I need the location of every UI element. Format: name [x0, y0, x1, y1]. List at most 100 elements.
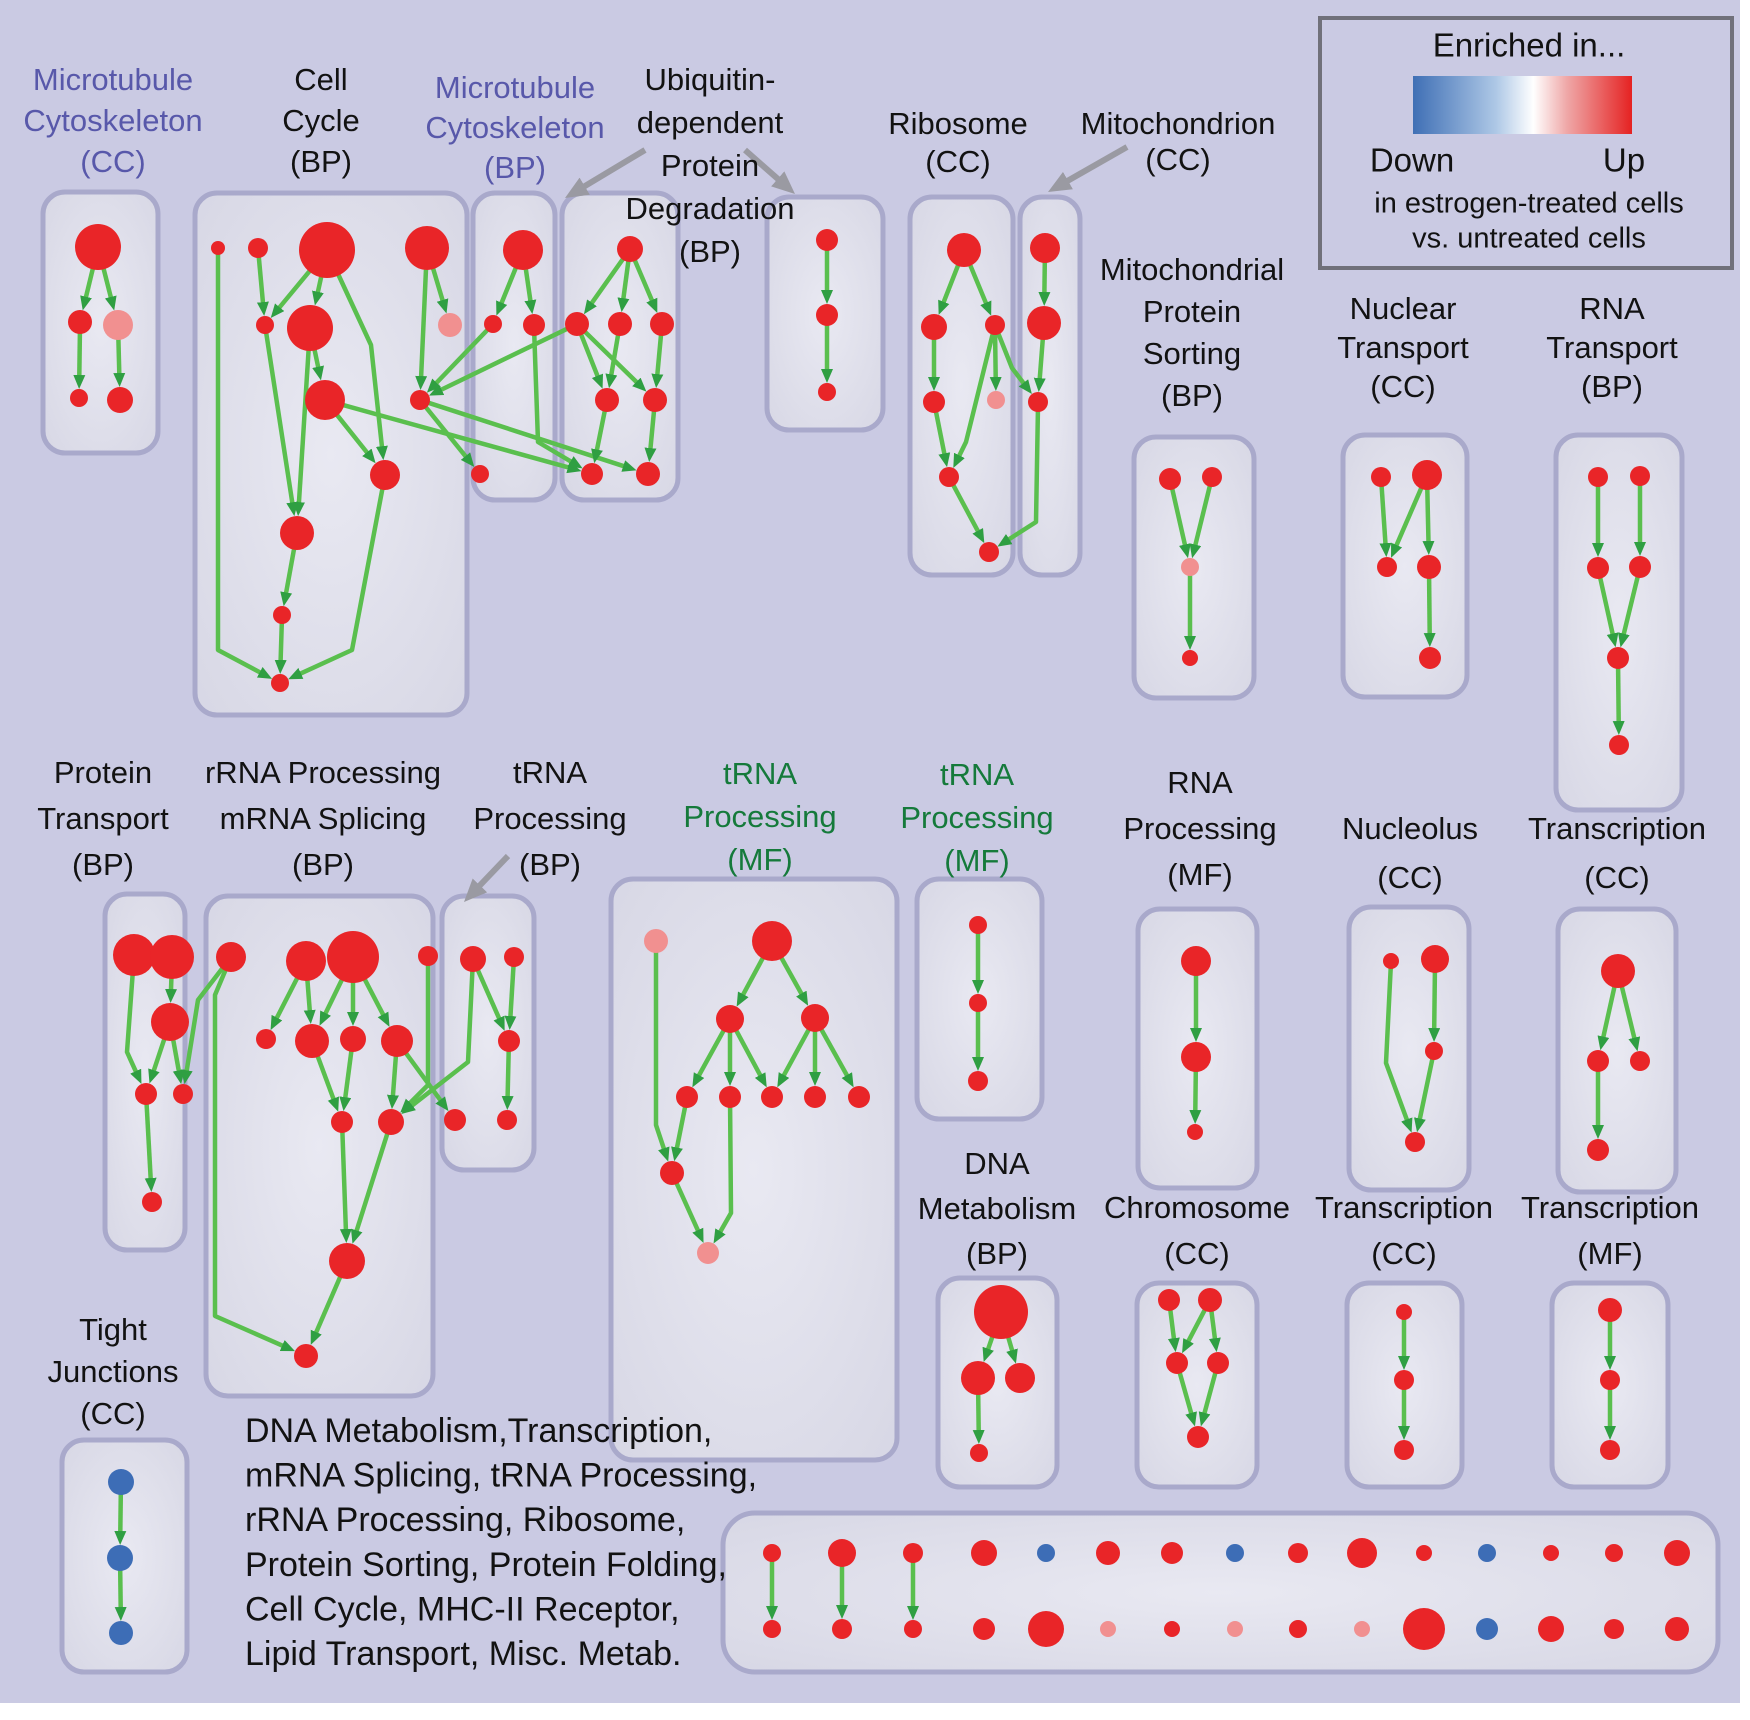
node-rt-m1: [1587, 557, 1609, 579]
node-rr-Bf: [294, 1344, 318, 1368]
node-rib-Rp: [987, 391, 1005, 409]
cluster-label-rna-processing-line-1: RNA: [1167, 765, 1233, 800]
node-rt-b: [1609, 735, 1629, 755]
cluster-label-transcription-mf-line-2: (MF): [1577, 1236, 1642, 1271]
node-misc-t11: [1416, 1545, 1432, 1561]
cluster-label-trna-mf-1-line-2: Processing: [683, 799, 836, 834]
note-line-1: DNA Metabolism,Transcription,: [245, 1412, 712, 1450]
node-tj-a: [108, 1469, 134, 1495]
node-misc-b7: [1164, 1621, 1180, 1637]
node-tm3-a: [1598, 1298, 1622, 1322]
node-rp-b: [1181, 1042, 1211, 1072]
node-misc-t1: [763, 1544, 781, 1562]
cluster-label-rna-processing-line-2: Processing: [1123, 811, 1276, 846]
node-rib-Rf: [979, 542, 999, 562]
cluster-label-ubiquitin-line-2: dependent: [637, 105, 784, 140]
cluster-label-tight-junctions-line-2: Junctions: [48, 1354, 179, 1389]
node-nt-b: [1419, 647, 1441, 669]
edge-nt-t2-to-nt-m2: [1427, 489, 1428, 542]
cluster-label-ubiquitin-line-1: Ubiquitin-: [645, 62, 776, 97]
node-cc-J: [370, 460, 400, 490]
legend-down-label: Down: [1370, 142, 1454, 179]
cluster-label-trna-bp-line-3: (BP): [519, 847, 581, 882]
node-ub-U1: [565, 312, 589, 336]
node-dm-b: [970, 1444, 988, 1462]
node-tb-T4: [444, 1109, 466, 1131]
edge-tj-b-to-tj-c: [120, 1570, 121, 1608]
edge-rib-Rr-to-rib-Rp: [995, 334, 996, 378]
node-ub2-q2: [816, 304, 838, 326]
node-tm1-s5: [848, 1086, 870, 1108]
node-cc-P: [438, 313, 462, 337]
node-misc-t14: [1605, 1544, 1623, 1562]
node-tm1-md: [660, 1161, 684, 1185]
node-misc-b9: [1289, 1620, 1307, 1638]
node-mtbp-E2: [523, 314, 545, 336]
node-rr-L2: [378, 1109, 404, 1135]
cluster-label-trna-mf-2-line-2: Processing: [900, 800, 1053, 835]
node-rib-Rb: [939, 467, 959, 487]
note-line-3: rRNA Processing, Ribosome,: [245, 1501, 685, 1539]
note-line-5: Cell Cycle, MHC-II Receptor,: [245, 1590, 680, 1628]
node-misc-b5: [1028, 1611, 1064, 1647]
edge-tb-T2-to-tb-T3: [510, 966, 513, 1017]
node-nt-m2: [1417, 555, 1441, 579]
node-rp-a: [1181, 946, 1211, 976]
node-misc-t10: [1347, 1538, 1377, 1568]
cluster-label-ubiquitin-line-4: Degradation: [626, 191, 795, 226]
cluster-label-dna-metabolism-line-1: DNA: [964, 1146, 1030, 1181]
cluster-label-trna-bp-line-2: Processing: [473, 801, 626, 836]
node-tb-T5: [497, 1110, 517, 1130]
node-tj-b: [107, 1545, 133, 1571]
cluster-box-nt: [1343, 435, 1467, 697]
edge-tb-T3-to-tb-T5: [508, 1051, 509, 1097]
cluster-label-mito-sorting-line-4: (BP): [1161, 378, 1223, 413]
node-tm1-c2: [801, 1004, 829, 1032]
node-tc2-bg: [1601, 954, 1635, 988]
node-rr-N1: [216, 942, 246, 972]
edge-mt_cc-b-to-mt_cc-c: [79, 333, 80, 376]
node-misc-b13: [1538, 1616, 1564, 1642]
node-rib-Rt: [947, 233, 981, 267]
cluster-label-rrna-processing-line-2: mRNA Splicing: [220, 801, 427, 836]
cluster-label-nucleolus-line-1: Nucleolus: [1342, 811, 1478, 846]
node-rr-M4: [381, 1025, 413, 1057]
node-cc-A: [211, 241, 225, 255]
node-ch-t1: [1158, 1289, 1180, 1311]
node-mt_cc-a: [75, 224, 121, 270]
node-cc-G: [287, 305, 333, 351]
node-tm1-s2: [719, 1086, 741, 1108]
node-misc-b4: [973, 1618, 995, 1640]
cluster-label-trna-mf-1-line-3: (MF): [727, 842, 792, 877]
node-pt-bt: [142, 1192, 162, 1212]
cluster-label-cell-cycle-line-1: Cell: [294, 62, 347, 97]
cluster-box-misc: [723, 1513, 1718, 1672]
node-rr-N4: [418, 946, 438, 966]
cluster-label-rrna-processing-line-3: (BP): [292, 847, 354, 882]
edge-mito-Mm-to-mito-Ml: [1040, 339, 1043, 379]
node-tb-T1: [460, 946, 486, 972]
node-mito-Mm: [1027, 306, 1061, 340]
node-cc-K: [280, 516, 314, 550]
node-misc-t9: [1288, 1543, 1308, 1563]
node-tm2-b: [969, 994, 987, 1012]
node-rr-Bb: [329, 1243, 365, 1279]
cluster-label-rna-transport-line-1: RNA: [1579, 291, 1645, 326]
node-mito-Mt: [1030, 233, 1060, 263]
node-pt-b2: [150, 935, 194, 979]
cluster-label-ribosome-line-2: (CC): [925, 144, 990, 179]
node-misc-t2: [828, 1539, 856, 1567]
cluster-label-transcription-cc-bottom-line-1: Transcription: [1315, 1190, 1493, 1225]
node-ub-Ub1: [581, 463, 603, 485]
node-rr-M3: [340, 1026, 366, 1052]
node-rt-m2: [1629, 556, 1651, 578]
node-cc-B: [248, 238, 268, 258]
node-pt-mid: [151, 1003, 189, 1041]
node-mt_cc-d: [107, 387, 133, 413]
node-rt-t2: [1630, 466, 1650, 486]
legend-title: Enriched in...: [1433, 27, 1626, 64]
cluster-label-mito-sorting-line-1: Mitochondrial: [1100, 252, 1284, 287]
node-ms-n2: [1202, 467, 1222, 487]
node-nu-b: [1405, 1132, 1425, 1152]
node-rib-Rl: [921, 314, 947, 340]
